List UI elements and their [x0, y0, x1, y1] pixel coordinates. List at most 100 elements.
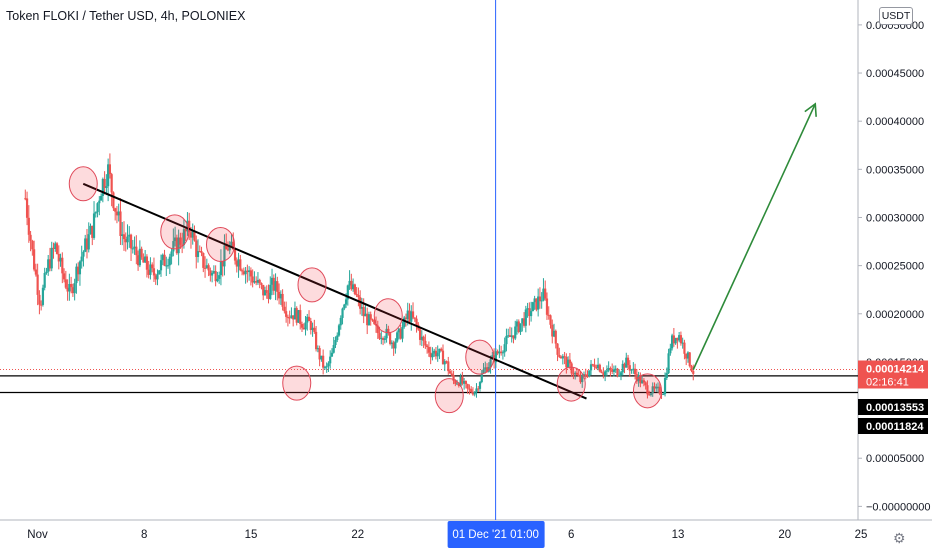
candle-body — [219, 261, 223, 276]
candle-body — [686, 352, 690, 359]
candle-body — [205, 265, 208, 269]
candle-body — [441, 350, 445, 365]
candle-body — [98, 200, 101, 204]
candle-body — [145, 256, 149, 270]
candle-body — [545, 298, 549, 315]
candle-body — [339, 317, 342, 326]
candle-body — [293, 308, 297, 320]
highlight-circle[interactable] — [160, 214, 190, 250]
candle-body — [82, 251, 85, 257]
candle-body — [131, 248, 134, 250]
candle-body — [415, 318, 418, 325]
candle-body — [334, 340, 337, 346]
candle-body — [667, 353, 670, 374]
candle-body — [188, 220, 191, 233]
forecast-arrow-head[interactable] — [804, 102, 817, 117]
highlight-circle[interactable] — [206, 226, 235, 262]
candle-body — [463, 381, 466, 384]
candle-body — [567, 359, 570, 368]
candle-body — [237, 259, 240, 267]
candle-body — [193, 230, 196, 241]
candle-body — [221, 261, 224, 267]
candle-body — [80, 256, 83, 262]
price-axis[interactable]: 0.000500000.000450000.000400000.00035000… — [858, 20, 931, 513]
candle-body — [515, 321, 519, 327]
candle-body — [332, 345, 335, 353]
candle-body — [494, 351, 497, 363]
candle-body — [427, 347, 430, 353]
candle-body — [133, 246, 136, 249]
highlight-circle[interactable] — [282, 365, 312, 401]
candle-body — [376, 325, 379, 334]
highlight-circle[interactable] — [68, 166, 98, 202]
time-axis-label: 20 — [778, 529, 791, 541]
candle-body — [50, 247, 53, 269]
candle-body — [450, 373, 453, 376]
candle-body — [128, 234, 131, 237]
candle-body — [239, 259, 242, 271]
candle-body — [665, 373, 668, 379]
candle-body — [429, 352, 432, 358]
candle-body — [114, 208, 117, 212]
forecast-arrow[interactable] — [692, 103, 816, 370]
candle-body — [616, 368, 619, 377]
candle-body — [161, 254, 164, 261]
candle-body — [381, 338, 385, 340]
candle-body — [385, 328, 388, 339]
candle-body — [554, 330, 557, 344]
trend-line[interactable] — [82, 182, 587, 400]
candle-body — [447, 361, 450, 372]
candle-body — [678, 335, 681, 341]
candle-body — [156, 274, 159, 280]
price-tick-label: 0.00005000 — [866, 453, 924, 465]
candle-body — [591, 364, 594, 366]
candle-body — [136, 255, 140, 266]
candle-body — [48, 259, 52, 269]
candle-body — [129, 234, 133, 249]
candle-body — [73, 283, 76, 294]
candle-body — [380, 338, 383, 340]
highlight-circle[interactable] — [297, 267, 327, 303]
candle-body — [475, 388, 478, 393]
time-axis[interactable]: Nov 8 15 22 6 13 20 25 01 Dec '21 01:00 — [27, 521, 867, 548]
candle-body — [33, 249, 36, 270]
candle-body — [57, 253, 60, 262]
candle-body — [611, 369, 614, 372]
candle-body — [418, 329, 422, 340]
highlight-circle[interactable] — [465, 339, 495, 375]
candle-body — [112, 192, 115, 209]
candle-body — [154, 275, 157, 280]
highlight-circle[interactable] — [434, 378, 464, 414]
candle-body — [533, 298, 536, 303]
currency-button[interactable]: USDT — [879, 7, 913, 25]
candle-body — [214, 271, 217, 282]
price-tick-label: 0.00045000 — [866, 68, 924, 80]
candle-body — [253, 281, 256, 283]
candle-body — [633, 368, 637, 375]
candle-body — [223, 245, 226, 267]
candle-body — [175, 237, 178, 254]
drawings[interactable] — [68, 102, 817, 414]
candle-body — [163, 254, 166, 266]
candle-body — [510, 335, 513, 337]
highlight-circle[interactable] — [633, 373, 662, 409]
candle-body — [558, 354, 561, 357]
candle-body — [290, 315, 293, 318]
candle-body — [151, 264, 154, 269]
highlight-circle[interactable] — [373, 298, 403, 334]
candle-body — [25, 198, 29, 218]
candle-body — [64, 279, 67, 288]
price-tick-label: 0.00025000 — [866, 261, 924, 273]
highlight-circle[interactable] — [556, 366, 586, 402]
gear-icon[interactable]: ⚙ — [893, 530, 906, 546]
candle-body — [274, 281, 277, 291]
candle-body — [542, 288, 545, 301]
candle-body — [258, 279, 261, 284]
candle-body — [635, 374, 638, 382]
candle-body — [614, 368, 617, 370]
candle-body — [519, 323, 522, 332]
candle-body — [181, 244, 184, 246]
price-tick-label: 0.00040000 — [866, 116, 924, 128]
